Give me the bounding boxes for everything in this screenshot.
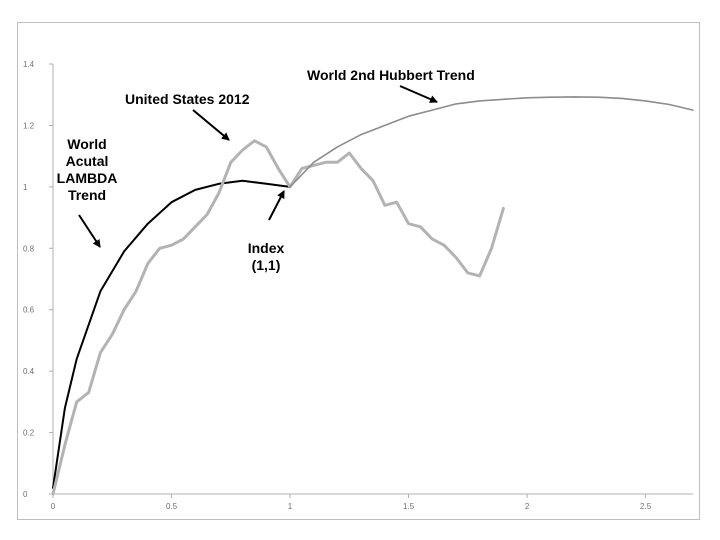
united-states-2012-line	[51, 139, 505, 496]
y-tick-label: 1	[23, 183, 28, 192]
annotation-arrow	[268, 190, 285, 221]
annotations: World 2nd Hubbert Trend United States 201…	[57, 67, 475, 273]
x-tick-label: 1	[288, 502, 293, 511]
y-tick-label: 0.2	[23, 429, 35, 438]
chart-frame	[17, 22, 700, 520]
axes	[52, 64, 693, 495]
annotation-line: United States 2012	[125, 91, 250, 107]
annotation-line: LAMBDA	[57, 170, 118, 186]
annotation-arrow	[78, 214, 101, 248]
annotation-line: World 2nd Hubbert Trend	[307, 67, 475, 83]
y-tick-label: 0.8	[23, 244, 35, 253]
x-tick-label: 2	[525, 502, 530, 511]
world-lambda-trend-annotation: World Acutal LAMBDA Trend	[57, 136, 118, 203]
y-tick-label: 0.4	[23, 367, 35, 376]
annotation-line: Index	[248, 240, 285, 256]
annotation-arrow	[192, 109, 230, 141]
x-tick-label: 0.5	[166, 502, 178, 511]
x-tick-label: 2.5	[640, 502, 652, 511]
united-states-2012-annotation: United States 2012	[125, 91, 250, 107]
x-tick-label: 1.5	[403, 502, 415, 511]
series	[51, 96, 694, 496]
annotation-line: Acutal	[66, 153, 109, 169]
annotation-line: World	[67, 136, 106, 152]
annotation-line: (1,1)	[252, 257, 281, 273]
world-2nd-hubbert-trend-line	[289, 96, 694, 188]
annotation-arrow	[399, 85, 438, 103]
y-tick-label: 0	[23, 490, 28, 499]
x-tick-label: 0	[51, 502, 56, 511]
y-tick-label: 1.4	[23, 60, 35, 69]
ticks: 0 0.2 0.4 0.6 0.8 1 1.2 1.4 0 0.5 1 1.5 2 2.5	[23, 60, 652, 511]
annotation-line: Trend	[68, 187, 106, 203]
world-actual-lambda-trend-line	[52, 179, 291, 489]
index-point-annotation: Index (1,1)	[248, 240, 285, 273]
world-2nd-hubbert-trend-annotation: World 2nd Hubbert Trend	[307, 67, 475, 83]
y-tick-label: 1.2	[23, 121, 35, 130]
y-tick-label: 0.6	[23, 306, 35, 315]
